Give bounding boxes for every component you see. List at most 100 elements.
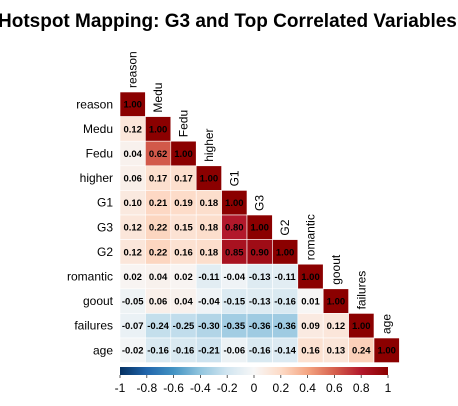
cell-value: -0.36 xyxy=(249,321,271,332)
cell-value: 0.17 xyxy=(149,174,168,185)
cell-value: 0.21 xyxy=(149,198,168,209)
cell-value: 0.16 xyxy=(174,247,193,258)
row-label: higher xyxy=(80,171,113,185)
cell-value: -0.11 xyxy=(198,272,220,283)
cell-value: 0.04 xyxy=(174,297,193,308)
heatmap-cell xyxy=(119,116,146,142)
heatmap-cell xyxy=(373,337,400,363)
heatmap-cell xyxy=(297,313,324,339)
cell-value: 0.22 xyxy=(149,247,168,258)
heatmap-cell xyxy=(119,91,146,117)
heatmap-cell xyxy=(145,190,172,216)
row-labels: reason Medu Fedu higher G1 G3 G2 romantic goout f… xyxy=(67,97,114,357)
column-label: G1 xyxy=(227,170,241,186)
column-label: G3 xyxy=(253,195,267,211)
heatmap-cell xyxy=(195,214,222,240)
cell-value: 1.00 xyxy=(149,124,168,135)
cell-value: 0.22 xyxy=(149,223,168,234)
cell-value: 1.00 xyxy=(174,149,193,160)
color-bar-tick-label: 0.2 xyxy=(272,381,289,395)
cell-value: 1.00 xyxy=(352,321,371,332)
heatmap-cell xyxy=(195,313,222,339)
cell-value: 1.00 xyxy=(225,198,244,209)
color-bar-tick-label: -0.6 xyxy=(163,381,184,395)
heatmap-cell xyxy=(195,288,222,314)
heatmap-cell xyxy=(119,288,146,314)
heatmap-cell xyxy=(145,337,172,363)
cell-value: -0.35 xyxy=(223,321,245,332)
cell-value: 0.12 xyxy=(123,223,142,234)
cell-value: -0.06 xyxy=(223,346,245,357)
heatmap-cell xyxy=(322,313,349,339)
heatmap-cell xyxy=(119,263,146,290)
heatmap-cell xyxy=(195,190,222,216)
cell-value: -0.16 xyxy=(147,346,169,357)
cell-value: 1.00 xyxy=(377,346,396,357)
cell-value: 0.09 xyxy=(301,321,320,332)
heatmap-cell xyxy=(119,313,146,339)
row-label: Medu xyxy=(83,122,113,136)
color-bar-tick-label: -1 xyxy=(115,381,126,395)
cell-value: 0.90 xyxy=(250,247,269,258)
column-label: failures xyxy=(354,271,368,310)
heatmap-cell xyxy=(246,239,273,265)
cell-value: -0.05 xyxy=(122,297,144,308)
heatmap-cell xyxy=(170,313,197,339)
cell-value: 0.12 xyxy=(123,124,142,135)
cell-value: -0.07 xyxy=(122,321,144,332)
row-label: reason xyxy=(76,97,113,111)
row-label: G1 xyxy=(97,196,113,210)
heatmap-cell xyxy=(195,337,222,363)
heatmap-cell xyxy=(119,337,146,363)
cell-value: -0.30 xyxy=(198,321,220,332)
row-label: age xyxy=(93,343,113,357)
color-bar-ticks: -1 -0.8 -0.6 -0.4 -0.2 0 0.2 0.4 0.6 0.8 1 xyxy=(115,375,392,395)
heatmap-cell xyxy=(170,140,197,167)
color-bar-tick-label: 0 xyxy=(251,381,258,395)
cell-value: 0.85 xyxy=(225,247,244,258)
color-bar-tick-label: 1 xyxy=(385,381,392,395)
cell-value: 0.04 xyxy=(149,272,168,283)
cell-value: -0.36 xyxy=(274,321,296,332)
cell-value: -0.16 xyxy=(173,346,195,357)
heatmap-cell xyxy=(221,337,248,363)
column-labels: reason Medu Fedu higher G1 G3 G2 romantic gooutf… xyxy=(126,51,394,334)
cell-value: -0.11 xyxy=(275,272,297,283)
cell-value: 0.18 xyxy=(200,223,219,234)
cell-value: 0.10 xyxy=(123,198,142,209)
cell-value: 0.15 xyxy=(174,223,193,234)
heatmap-cell xyxy=(322,337,349,363)
cell-value: 0.04 xyxy=(123,149,142,160)
heatmap-cell xyxy=(246,337,273,363)
row-label: failures xyxy=(74,319,113,333)
heatmap-cell xyxy=(221,214,248,240)
cell-value: 0.16 xyxy=(301,346,320,357)
cell-value: 0.02 xyxy=(123,272,142,283)
heatmap-cell xyxy=(272,288,299,314)
heatmap-cell xyxy=(145,165,172,191)
heatmap-cell xyxy=(246,313,273,339)
cell-value: 0.19 xyxy=(174,198,193,209)
heatmap-cell xyxy=(246,214,273,240)
cell-value: 0.01 xyxy=(301,297,320,308)
heatmap-cell xyxy=(348,313,375,339)
cell-value: -0.13 xyxy=(249,297,271,308)
cell-value: -0.02 xyxy=(122,346,144,357)
color-bar-tick-label: 0.8 xyxy=(353,381,370,395)
cell-value: -0.16 xyxy=(274,297,296,308)
color-bar-tick-label: -0.4 xyxy=(190,381,211,395)
cell-value: 0.18 xyxy=(200,247,219,258)
color-bar xyxy=(120,367,388,375)
cell-value: 0.18 xyxy=(200,198,219,209)
column-label: reason xyxy=(126,51,140,88)
heatmap-cell xyxy=(195,165,222,191)
column-label: G2 xyxy=(278,219,292,235)
heatmap-cell xyxy=(322,288,349,314)
cell-value: -0.04 xyxy=(223,272,245,283)
column-label: age xyxy=(380,314,394,334)
row-label: goout xyxy=(83,294,114,308)
cell-value: 0.12 xyxy=(327,321,346,332)
heatmap-cell xyxy=(221,313,248,339)
column-label: romantic xyxy=(304,214,318,260)
row-label: G2 xyxy=(97,245,113,259)
